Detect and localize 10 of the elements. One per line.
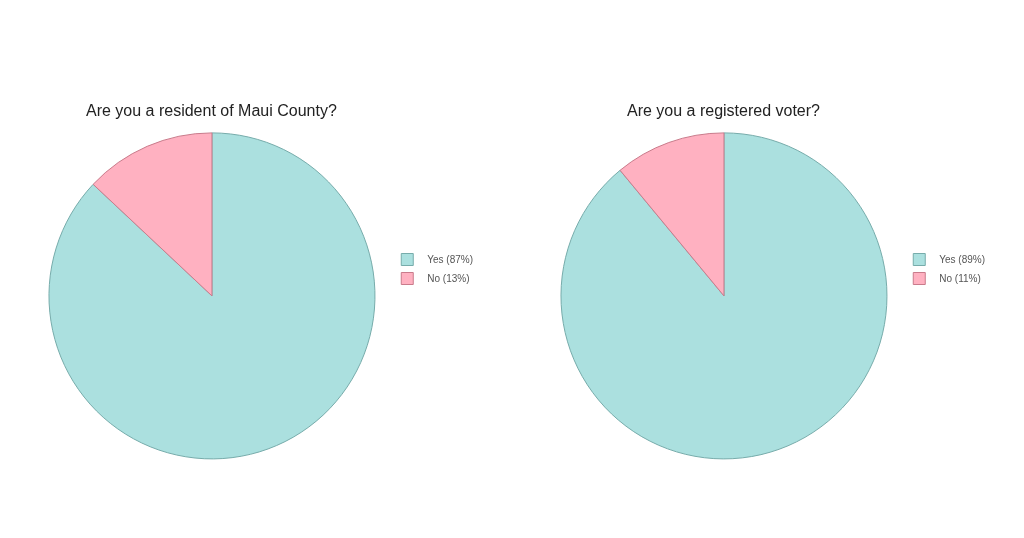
legend-label: Yes (87%) (427, 254, 474, 266)
legend-label: No (13%) (427, 273, 470, 285)
pie-slice (92, 132, 213, 297)
chart-title: Are you a registered voter? (627, 102, 821, 119)
pie-slice (48, 132, 376, 460)
legend-label: Yes (89%) (939, 254, 986, 266)
pie-slice (619, 132, 725, 297)
legend-label: No (11%) (939, 273, 981, 285)
chart-title: Are you a resident of Maui County? (86, 102, 337, 119)
pie-slice (560, 132, 888, 460)
